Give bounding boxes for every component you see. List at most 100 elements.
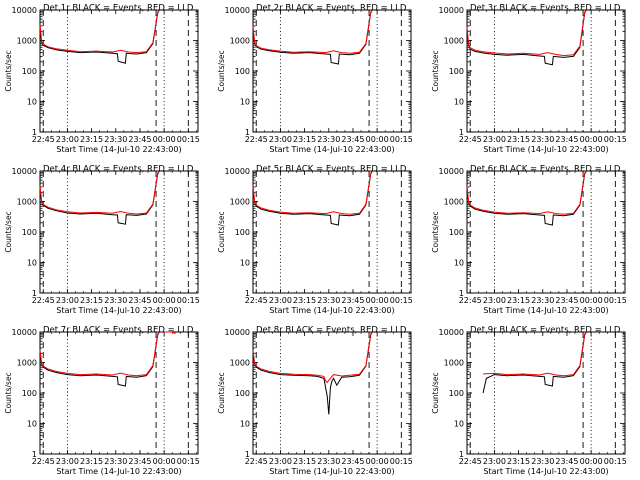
x-tick-label: 22:45 — [32, 296, 55, 305]
y-tick-label: 1000 — [444, 198, 464, 207]
chart-title: Det 2r BLACK = Events, RED = LLD — [256, 4, 407, 14]
y-tick-label: 10000 — [439, 328, 464, 337]
y-tick-label: 1 — [459, 128, 464, 137]
y-tick-label: 1000 — [17, 359, 37, 368]
x-tick-label: 23:15 — [293, 296, 316, 305]
x-tick-label: 23:00 — [56, 135, 79, 144]
x-tick-label: 00:15 — [390, 135, 413, 144]
x-axis-label: Start Time (14-Jul-10 22:43:00) — [483, 145, 608, 154]
y-tick-label: 1 — [459, 289, 464, 298]
x-tick-label: 00:00 — [580, 296, 603, 305]
x-tick-label: 23:30 — [531, 296, 554, 305]
y-tick-label: 100 — [235, 389, 250, 398]
x-tick-label: 23:00 — [269, 135, 292, 144]
y-tick-label: 10000 — [225, 167, 250, 176]
x-tick-label: 22:45 — [245, 457, 268, 466]
x-tick-label: 23:15 — [507, 135, 530, 144]
y-tick-label: 100 — [22, 228, 37, 237]
x-tick-label: 22:45 — [459, 135, 482, 144]
series-lld-line — [252, 331, 373, 384]
x-tick-label: 00:00 — [580, 135, 603, 144]
series-events-line — [466, 170, 587, 226]
x-tick-label: 22:45 — [459, 457, 482, 466]
x-tick-label: 23:45 — [128, 135, 151, 144]
y-tick-label: 10 — [240, 420, 250, 429]
x-tick-label: 23:15 — [80, 296, 103, 305]
chart-title: Det 3r BLACK = Events, RED = LLD — [470, 4, 621, 14]
x-tick-label: 00:15 — [604, 135, 627, 144]
x-tick-label: 23:15 — [507, 296, 530, 305]
y-tick-label: 1000 — [230, 37, 250, 46]
chart-panel-6: 1 10 100 1000 10000 22:45 23:00 23:15 23:30 23:45… — [431, 165, 627, 316]
x-tick-label: 00:15 — [177, 296, 200, 305]
x-tick-label: 00:15 — [390, 457, 413, 466]
x-tick-label: 00:00 — [153, 135, 176, 144]
y-tick-label: 10000 — [12, 167, 37, 176]
y-tick-label: 10000 — [225, 328, 250, 337]
x-tick-label: 00:15 — [604, 296, 627, 305]
x-axis-label: Start Time (14-Jul-10 22:43:00) — [269, 306, 394, 315]
x-tick-label: 23:15 — [293, 457, 316, 466]
series-events-line — [252, 170, 373, 226]
chart-panel-9: 1 10 100 1000 10000 22:45 23:00 23:15 23:30 23:45… — [431, 326, 627, 477]
y-tick-label: 10 — [240, 259, 250, 268]
series-lld-line — [466, 170, 587, 215]
x-tick-label: 23:30 — [317, 457, 340, 466]
x-tick-label: 23:00 — [483, 296, 506, 305]
x-tick-label: 23:00 — [56, 457, 79, 466]
series-events-line — [482, 331, 587, 394]
chart-title: Det 1r BLACK = Events, RED = LLD — [43, 4, 194, 14]
x-tick-label: 23:30 — [531, 135, 554, 144]
series-events-line — [252, 9, 373, 65]
y-tick-label: 1000 — [230, 198, 250, 207]
x-tick-label: 22:45 — [32, 457, 55, 466]
series-events-line — [39, 170, 160, 225]
x-tick-label: 23:45 — [555, 457, 578, 466]
y-tick-label: 10000 — [225, 6, 250, 15]
y-tick-label: 10000 — [12, 328, 37, 337]
series-lld-line — [39, 170, 160, 215]
x-axis-label: Start Time (14-Jul-10 22:43:00) — [56, 145, 181, 154]
y-tick-label: 1000 — [17, 37, 37, 46]
x-tick-label: 00:15 — [390, 296, 413, 305]
x-tick-label: 00:00 — [153, 296, 176, 305]
y-tick-label: 1 — [32, 289, 37, 298]
y-axis-label: Counts/sec — [217, 50, 226, 91]
x-tick-label: 23:45 — [128, 457, 151, 466]
chart-panel-2: 1 10 100 1000 10000 22:45 23:00 23:15 23:30 23:45… — [217, 4, 413, 155]
y-tick-label: 100 — [22, 67, 37, 76]
y-tick-label: 100 — [22, 389, 37, 398]
y-tick-label: 100 — [235, 228, 250, 237]
y-tick-label: 10 — [454, 259, 464, 268]
y-tick-label: 1 — [245, 128, 250, 137]
x-tick-label: 00:15 — [177, 457, 200, 466]
y-tick-label: 10 — [240, 98, 250, 107]
x-tick-label: 23:30 — [104, 457, 127, 466]
x-tick-label: 23:45 — [341, 457, 364, 466]
y-tick-label: 1 — [245, 450, 250, 459]
x-tick-label: 22:45 — [32, 135, 55, 144]
series-lld-line — [39, 9, 160, 54]
x-axis-label: Start Time (14-Jul-10 22:43:00) — [56, 467, 181, 476]
x-tick-label: 00:00 — [366, 457, 389, 466]
y-tick-label: 10 — [27, 420, 37, 429]
x-axis-label: Start Time (14-Jul-10 22:43:00) — [483, 467, 608, 476]
x-tick-label: 23:00 — [269, 296, 292, 305]
x-axis-label: Start Time (14-Jul-10 22:43:00) — [269, 145, 394, 154]
y-axis-label: Counts/sec — [4, 211, 13, 252]
x-tick-label: 23:15 — [80, 135, 103, 144]
x-tick-label: 00:15 — [604, 457, 627, 466]
x-tick-label: 00:00 — [366, 296, 389, 305]
x-tick-label: 23:00 — [269, 457, 292, 466]
chart-title: Det 6r BLACK = Events, RED = LLD — [470, 165, 621, 175]
series-lld-line — [466, 9, 587, 57]
y-tick-label: 1 — [459, 450, 464, 459]
x-tick-label: 23:00 — [56, 296, 79, 305]
y-tick-label: 10000 — [439, 167, 464, 176]
chart-title: Det 9r BLACK = Events, RED = LLD — [470, 326, 621, 336]
x-axis-label: Start Time (14-Jul-10 22:43:00) — [56, 306, 181, 315]
chart-panel-4: 1 10 100 1000 10000 22:45 23:00 23:15 23:30 23:45… — [4, 165, 200, 316]
chart-title: Det 4r BLACK = Events, RED = LLD — [43, 165, 194, 175]
y-tick-label: 1 — [32, 450, 37, 459]
